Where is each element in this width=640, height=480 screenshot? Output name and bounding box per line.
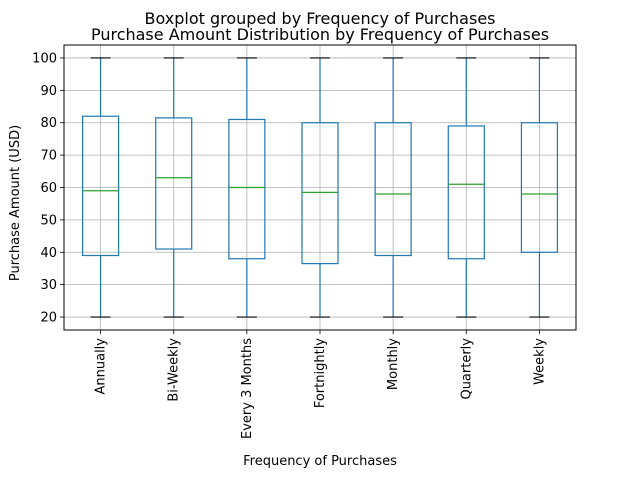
x-axis-label: Frequency of Purchases [243, 454, 397, 469]
x-tick-label: Every 3 Months [240, 338, 255, 439]
y-tick-label: 80 [40, 116, 57, 131]
box-group [228, 57, 266, 318]
box-iqr [301, 122, 339, 265]
x-tick-label: Weekly [532, 338, 547, 385]
x-tick-label: Fortnightly [313, 338, 328, 408]
box-group [301, 57, 339, 318]
y-axis-label: Purchase Amount (USD) [8, 125, 23, 281]
x-tick-label: Annually [94, 338, 109, 395]
box-iqr [155, 117, 193, 250]
x-tick-label: Quarterly [459, 338, 474, 400]
box-group [155, 57, 193, 318]
x-tick-label: Monthly [386, 338, 401, 390]
box-iqr [81, 115, 120, 257]
y-tick-label: 100 [32, 51, 57, 66]
box-group [447, 57, 485, 318]
axis-ticks: Annually Bi-Weekly Every 3 Months Fortnight… [32, 51, 547, 439]
y-tick-label: 30 [40, 278, 57, 293]
y-tick-label: 20 [40, 311, 57, 326]
box-group [374, 57, 412, 318]
y-tick-label: 90 [40, 84, 57, 99]
y-tick-label: 40 [40, 246, 57, 261]
box-iqr [374, 122, 412, 257]
box-iqr [520, 122, 559, 253]
y-tick-label: 70 [40, 149, 57, 164]
y-tick-label: 60 [40, 181, 57, 196]
box-iqr [447, 125, 485, 260]
chart-title: Purchase Amount Distribution by Frequenc… [91, 25, 549, 44]
box-iqr [228, 118, 266, 260]
x-tick-label: Bi-Weekly [167, 338, 182, 402]
box-group [520, 57, 559, 318]
box-group [81, 57, 120, 318]
boxes [81, 57, 559, 318]
y-tick-label: 50 [40, 213, 57, 228]
chart-suptitle: Boxplot grouped by Frequency of Purchase… [145, 9, 496, 28]
